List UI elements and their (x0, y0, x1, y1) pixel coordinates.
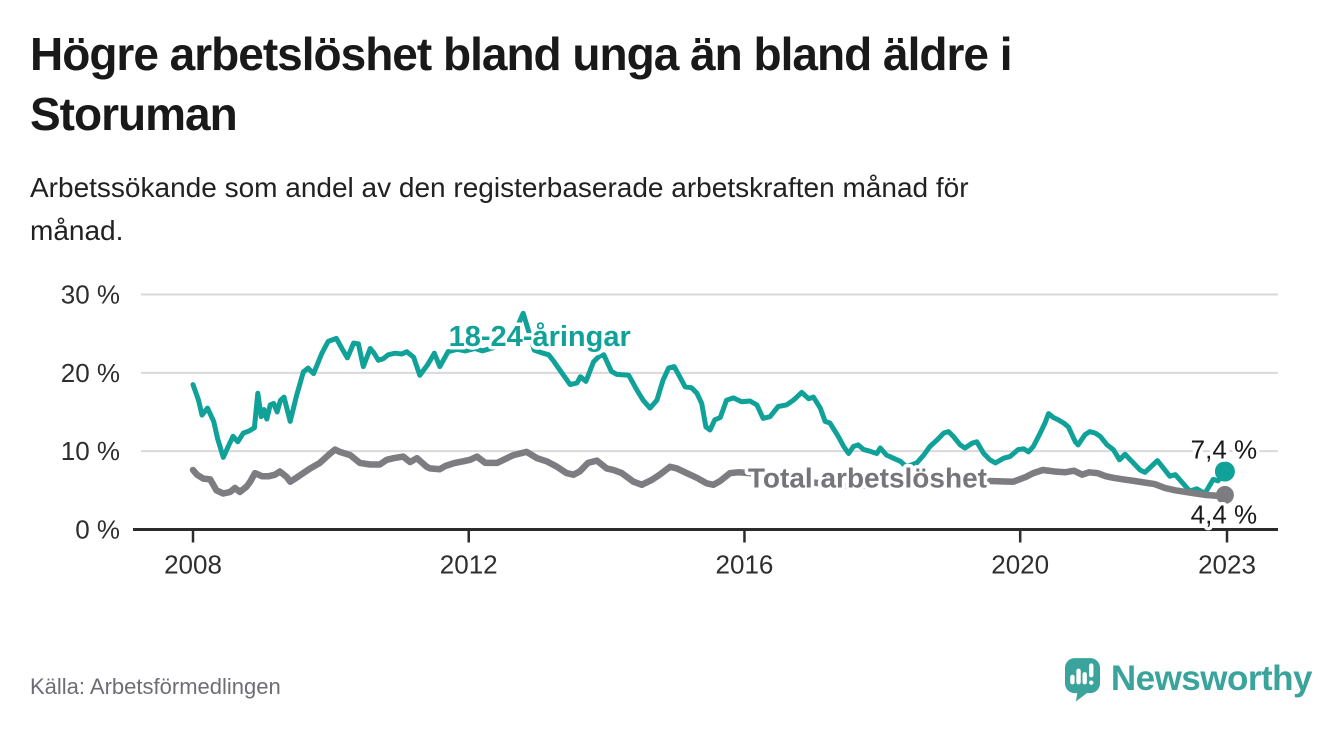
x-tick-label-2016: 2016 (716, 550, 774, 580)
y-tick-label-10: 10 % (61, 436, 120, 466)
end-label-young: 7,4 % (1191, 435, 1258, 465)
end-dot-young-18-24 (1214, 461, 1235, 482)
subtitle-line-2: månad. (30, 215, 124, 246)
x-tick-label-2020: 2020 (991, 550, 1049, 580)
x-tick-label-2012: 2012 (440, 550, 498, 580)
series-line-young-18-24 (190, 310, 1228, 496)
chart-subtitle: Arbetssökande som andel av den registerb… (30, 166, 969, 252)
end-label-total: 4,4 % (1191, 500, 1258, 530)
page-title: Högre arbetslöshet bland unga än bland ä… (30, 24, 1012, 144)
x-tick-label-2008: 2008 (164, 550, 222, 580)
end-dot-total (1215, 486, 1234, 504)
series-label-total: Total arbetslöshet (748, 463, 987, 494)
title-line-1: Högre arbetslöshet bland unga än bland ä… (30, 28, 1012, 80)
y-tick-label-30: 30 % (61, 279, 120, 309)
x-tick-label-2023: 2023 (1198, 550, 1256, 580)
newsworthy-logo: Newsworthy (1064, 658, 1313, 702)
chart-area: 0 % 10 % 20 % 30 % 2008 2012 2016 2020 2023 18-24… (0, 258, 1340, 590)
newsworthy-icon (1064, 658, 1100, 702)
series-label-young: 18-24-åringar (449, 321, 631, 353)
title-line-2: Storuman (30, 88, 238, 140)
source-note: Källa: Arbetsförmedlingen (30, 674, 281, 699)
line-chart: 0 % 10 % 20 % 30 % 2008 2012 2016 2020 2023 18-24… (61, 279, 1278, 580)
subtitle-line-1: Arbetssökande som andel av den registerb… (30, 172, 969, 203)
y-tick-label-20: 20 % (61, 358, 120, 388)
newsworthy-wordmark: Newsworthy (1110, 658, 1313, 698)
series-line-total (189, 446, 1229, 500)
y-tick-label-0: 0 % (75, 515, 120, 545)
